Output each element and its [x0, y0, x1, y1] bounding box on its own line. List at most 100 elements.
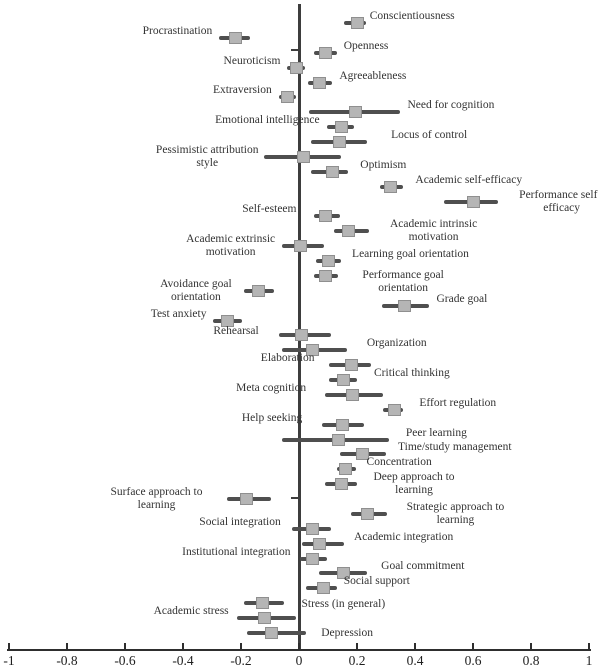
effect-size-marker: [293, 240, 307, 252]
point-label: Need for cognition: [407, 99, 495, 111]
point-label: Agreeableness: [339, 70, 407, 82]
point-label: Test anxiety: [150, 308, 207, 320]
point-label: Critical thinking: [374, 367, 450, 379]
point-label: Strategic approach to learning: [406, 501, 505, 526]
point-label: Elaboration: [260, 352, 315, 364]
x-axis-tick-label: 1: [585, 653, 593, 668]
effect-size-marker: [318, 47, 332, 59]
point-label: Procrastination: [142, 25, 213, 37]
effect-size-marker: [295, 329, 309, 341]
point-label: Help seeking: [241, 412, 303, 424]
point-label: Social support: [343, 575, 410, 587]
x-axis-tick-label: 0.6: [464, 653, 482, 668]
x-axis-tick: [66, 643, 68, 649]
x-axis-tick-label: -0.2: [230, 653, 252, 668]
point-label: Surface approach to learning: [110, 486, 203, 511]
point-label: Academic intrinsic motivation: [390, 218, 478, 243]
x-axis-tick: [356, 643, 358, 649]
point-label: Goal commitment: [381, 560, 465, 572]
effect-size-marker: [334, 478, 348, 490]
point-label: Performance goal orientation: [362, 269, 444, 294]
zero-line-tick: [291, 49, 300, 51]
effect-size-marker: [346, 389, 360, 401]
zero-reference-line: [297, 4, 301, 649]
x-axis-line: [7, 649, 591, 651]
point-label: Neuroticism: [223, 55, 281, 67]
effect-size-marker: [334, 121, 348, 133]
point-label: Optimism: [360, 159, 407, 171]
effect-size-marker: [321, 255, 335, 267]
effect-size-marker: [356, 448, 370, 460]
x-axis-tick: [182, 643, 184, 649]
effect-size-marker: [317, 582, 331, 594]
point-label: Time/study management: [398, 441, 512, 453]
point-label: Social integration: [199, 516, 281, 528]
effect-size-marker: [325, 166, 339, 178]
effect-size-marker: [221, 315, 235, 327]
point-label: Extraversion: [212, 84, 272, 96]
effect-size-marker: [251, 285, 265, 297]
effect-size-marker: [333, 136, 347, 148]
x-axis-tick-label: 0.8: [522, 653, 540, 668]
point-label: Academic extrinsic motivation: [186, 233, 276, 258]
point-label: Organization: [366, 337, 427, 349]
x-axis-tick-label: 0.2: [348, 653, 366, 668]
point-label: Learning goal orientation: [352, 248, 469, 260]
point-label: Academic stress: [153, 605, 229, 617]
x-axis-tick: [588, 643, 590, 649]
point-label: Rehearsal: [213, 325, 259, 337]
effect-size-marker: [296, 151, 310, 163]
x-axis-tick-label: 0.4: [406, 653, 424, 668]
effect-size-marker: [331, 434, 345, 446]
x-axis-tick: [240, 643, 242, 649]
point-label: Avoidance goal orientation: [160, 278, 232, 303]
effect-size-marker: [305, 523, 319, 535]
effect-size-marker: [337, 567, 351, 579]
point-label: Academic self-efficacy: [415, 174, 523, 186]
effect-size-marker: [341, 225, 355, 237]
effect-size-marker: [318, 270, 332, 282]
effect-size-marker: [289, 62, 303, 74]
effect-size-marker: [257, 612, 271, 624]
x-axis-tick: [472, 643, 474, 649]
effect-size-marker: [398, 300, 412, 312]
effect-size-marker: [256, 597, 270, 609]
point-label: Effort regulation: [419, 397, 497, 409]
effect-size-marker: [280, 91, 294, 103]
effect-size-marker: [388, 404, 402, 416]
point-label: Peer learning: [405, 427, 467, 439]
point-label: Concentration: [366, 456, 432, 468]
effect-size-marker: [305, 553, 319, 565]
x-axis-tick: [530, 643, 532, 649]
point-label: Stress (in general): [301, 598, 386, 610]
effect-size-marker: [312, 77, 326, 89]
point-label: Performance self - efficacy: [519, 189, 600, 214]
effect-size-marker: [350, 17, 364, 29]
point-label: Emotional intelligence: [215, 114, 320, 126]
effect-size-marker: [337, 374, 351, 386]
point-label: Conscientiousness: [369, 10, 455, 22]
point-label: Grade goal: [436, 293, 488, 305]
x-axis-tick: [298, 643, 300, 649]
point-label: Academic integration: [353, 531, 454, 543]
effect-size-marker: [338, 463, 352, 475]
point-label: Self-esteem: [242, 203, 297, 215]
effect-size-marker: [264, 627, 278, 639]
x-axis-tick: [8, 643, 10, 649]
effect-size-marker: [240, 493, 254, 505]
x-axis-tick-label: -0.8: [56, 653, 78, 668]
point-label: Pessimistic attribution style: [155, 144, 259, 169]
point-label: Institutional integration: [182, 546, 291, 558]
effect-size-marker: [336, 419, 349, 431]
x-axis-tick-label: -1: [3, 653, 15, 668]
point-label: Deep approach to learning: [373, 471, 455, 496]
effect-size-marker: [305, 344, 319, 356]
x-axis-tick: [124, 643, 126, 649]
zero-line-tick: [291, 497, 300, 499]
effect-size-marker: [318, 210, 332, 222]
x-axis-tick-label: -0.4: [172, 653, 194, 668]
effect-size-marker: [383, 181, 397, 193]
point-label: Depression: [321, 627, 373, 639]
point-label: Meta cognition: [236, 382, 307, 394]
